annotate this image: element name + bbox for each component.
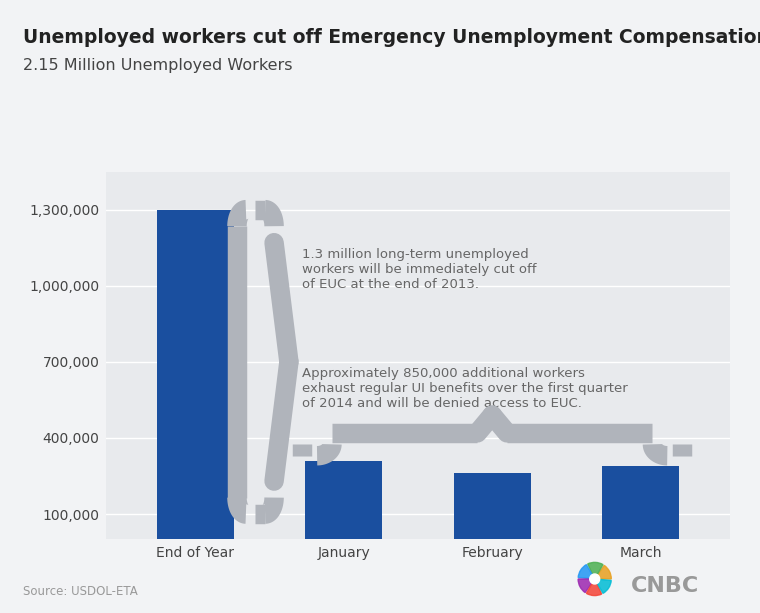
Wedge shape bbox=[587, 579, 602, 596]
Bar bbox=[157, 210, 234, 539]
Wedge shape bbox=[587, 562, 603, 579]
Text: CNBC: CNBC bbox=[631, 576, 699, 596]
Wedge shape bbox=[578, 565, 595, 579]
Text: 1.3 million long-term unemployed
workers will be immediately cut off
of EUC at t: 1.3 million long-term unemployed workers… bbox=[302, 248, 537, 291]
Bar bbox=[306, 461, 382, 539]
Wedge shape bbox=[595, 565, 611, 579]
Circle shape bbox=[590, 574, 600, 584]
Text: Approximately 850,000 additional workers
exhaust regular UI benefits over the fi: Approximately 850,000 additional workers… bbox=[302, 367, 628, 410]
Bar bbox=[602, 466, 679, 539]
Wedge shape bbox=[595, 579, 611, 593]
Text: Source: USDOL-ETA: Source: USDOL-ETA bbox=[23, 585, 138, 598]
Bar bbox=[454, 473, 530, 539]
Wedge shape bbox=[578, 579, 595, 593]
Text: 2.15 Million Unemployed Workers: 2.15 Million Unemployed Workers bbox=[23, 58, 293, 73]
Text: Unemployed workers cut off Emergency Unemployment Compensation: Unemployed workers cut off Emergency Une… bbox=[23, 28, 760, 47]
